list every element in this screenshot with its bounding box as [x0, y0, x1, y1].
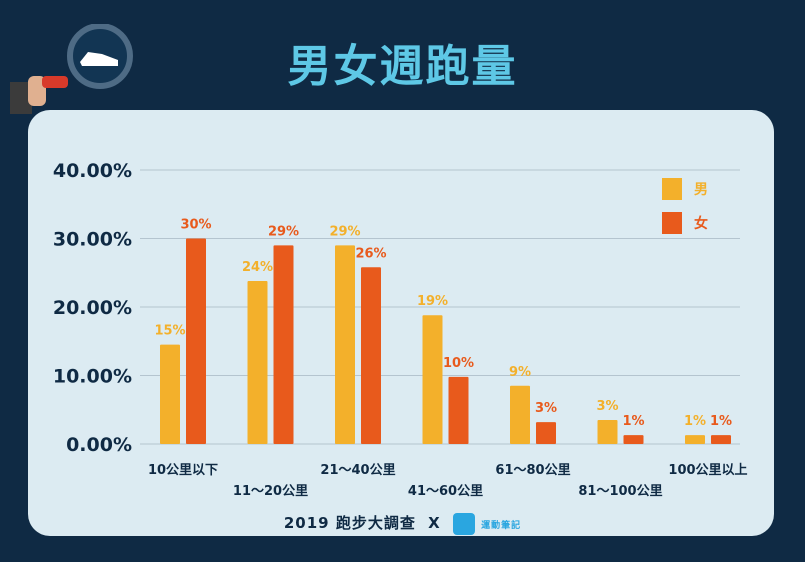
footer-cross: X	[428, 514, 441, 532]
bar-男	[247, 280, 268, 444]
data-label: 29%	[329, 224, 360, 239]
footer: 2019 跑步大調查 X 運動筆記	[0, 512, 805, 535]
bar-女	[448, 376, 469, 444]
y-tick-label: 40.00%	[53, 160, 132, 182]
x-tick-label: 61～80公里	[495, 463, 570, 478]
data-label: 26%	[355, 246, 386, 261]
legend-label: 女	[694, 215, 708, 232]
bar-男	[685, 435, 705, 444]
data-label: 3%	[596, 399, 618, 414]
data-label: 1%	[622, 414, 644, 429]
data-label: 19%	[417, 294, 448, 309]
brand-logo-icon	[452, 512, 475, 535]
x-tick-label: 21～40公里	[320, 463, 395, 478]
x-tick-label: 81～100公里	[578, 484, 662, 499]
y-tick-label: 20.00%	[53, 297, 132, 319]
bar-女	[186, 238, 206, 444]
data-label: 30%	[180, 218, 211, 233]
data-label: 15%	[154, 324, 185, 339]
bar-女	[623, 435, 644, 444]
y-tick-label: 0.00%	[66, 434, 132, 456]
bar-女	[273, 245, 294, 444]
x-tick-label: 11～20公里	[233, 484, 308, 499]
page-title: 男女週跑量	[287, 41, 518, 92]
data-label: 10%	[443, 356, 474, 371]
data-label: 24%	[242, 260, 273, 275]
data-label: 1%	[710, 414, 732, 429]
data-label: 3%	[535, 401, 557, 416]
bar-男	[422, 315, 443, 444]
x-tick-label: 100公里以上	[668, 463, 747, 478]
data-label: 29%	[268, 224, 299, 239]
y-tick-label: 10.00%	[53, 366, 132, 388]
magnifier-shoe-icon	[10, 24, 133, 114]
bar-男	[597, 420, 618, 444]
footer-text: 2019 跑步大調查	[283, 514, 416, 532]
y-tick-label: 30.00%	[53, 229, 132, 251]
legend-label: 男	[694, 182, 708, 198]
bar-男	[160, 344, 180, 444]
brand-text: 運動筆記	[481, 521, 522, 531]
x-tick-label: 41～60公里	[408, 484, 483, 499]
bar-男	[510, 385, 530, 444]
data-label: 9%	[509, 365, 531, 380]
chart-panel	[28, 110, 774, 536]
bar-女	[711, 435, 731, 444]
bar-女	[361, 267, 381, 444]
bar-女	[536, 422, 556, 444]
legend-swatch	[662, 212, 682, 234]
bar-男	[335, 245, 355, 444]
legend-swatch	[662, 178, 682, 200]
data-label: 1%	[684, 414, 706, 429]
x-tick-label: 10公里以下	[148, 463, 218, 478]
